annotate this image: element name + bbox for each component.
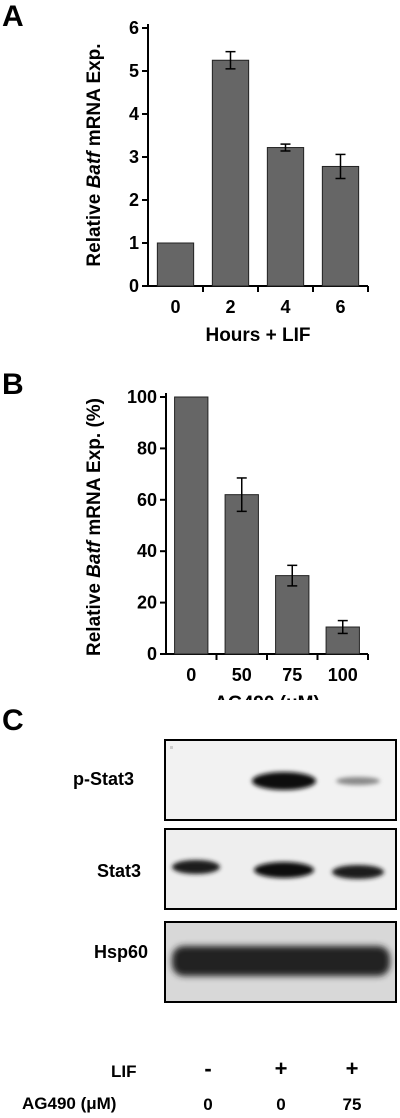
bar [275,575,310,655]
lif-row-label: LIF [111,1062,137,1081]
y-tick-label: 3 [129,147,139,167]
bar [174,396,209,655]
blot-label-pstat3: p-Stat3 [73,769,135,789]
y-tick-label: 80 [137,438,157,458]
x-tick-label: 2 [225,297,235,317]
y-tick-label: 0 [129,276,139,296]
bar [266,147,305,287]
panel-letter-c: C [2,704,24,737]
y-tick-label: 4 [129,104,139,124]
band-pstat3-lane3 [336,777,380,785]
bar [156,242,195,287]
y-axis-label-gene: Batf [84,150,105,189]
y-tick-label: 5 [129,61,139,81]
y-tick-label: 2 [129,190,139,210]
lif-lane2: + [274,1056,288,1081]
ag490-lane3: 75 [342,1095,362,1114]
band-pstat3-lane2 [252,772,316,790]
chart-b: 0 20 40 60 80 100 0 50 75 100 AG490 (μM) Relative B… [84,387,369,700]
band-stat3-lane2 [254,862,314,878]
y-axis-label-suffix: mRNA Exp. (%) [84,398,105,541]
band-hsp60 [172,946,390,976]
blot-label-hsp60: Hsp60 [94,942,149,962]
blot-pstat3 [164,739,397,821]
band-stat3-lane1 [172,860,220,874]
blot-artifact [170,746,173,749]
y-tick-label: 1 [129,233,139,253]
bar [321,165,360,287]
ag490-lane2: 0 [276,1095,286,1114]
band-stat3-lane3 [332,865,384,879]
y-tick-label: 60 [137,490,157,510]
x-axis-label: Hours + LIF [205,325,310,346]
y-axis-label-suffix: mRNA Exp. [84,43,105,151]
x-tick-label: 0 [186,665,196,685]
ag490-lane1: 0 [203,1095,213,1114]
y-tick-label: 6 [129,18,139,38]
y-axis-label: Relative Batf mRNA Exp. (%) [84,398,105,656]
x-tick-label: 0 [170,297,180,317]
x-tick-label: 100 [328,665,358,685]
ag490-row-label: AG490 (μM) [22,1094,117,1113]
blot-label-stat3: Stat3 [97,861,142,881]
y-tick-label: 100 [127,387,157,407]
lif-lane3: + [345,1056,359,1081]
y-tick-label: 40 [137,541,157,561]
chart-a: 0 1 2 3 4 5 6 0 2 4 6 Hours + LIF Relative Batf mRNA… [84,18,369,346]
blot-hsp60 [164,921,397,1003]
western-blot-panels [164,739,397,1003]
blot-stat3 [164,828,397,910]
x-tick-label: 4 [280,297,290,317]
x-tick-label: 50 [232,665,252,685]
panel-letter-a: A [2,0,24,33]
y-axis-label-prefix: Relative [84,188,105,266]
bar [211,59,250,287]
x-tick-label: 6 [335,297,345,317]
y-tick-label: 0 [147,644,157,664]
y-axis-label-gene: Batf [84,539,105,578]
x-tick-label: 75 [282,665,302,685]
bar [224,494,259,655]
y-axis-label: Relative Batf mRNA Exp. [84,43,105,266]
panel-letter-b: B [2,368,24,401]
y-axis-label-prefix: Relative [84,578,105,656]
x-axis-label: AG490 (μM) [214,693,320,700]
lif-lane1: - [204,1056,212,1081]
y-tick-label: 20 [137,593,157,613]
